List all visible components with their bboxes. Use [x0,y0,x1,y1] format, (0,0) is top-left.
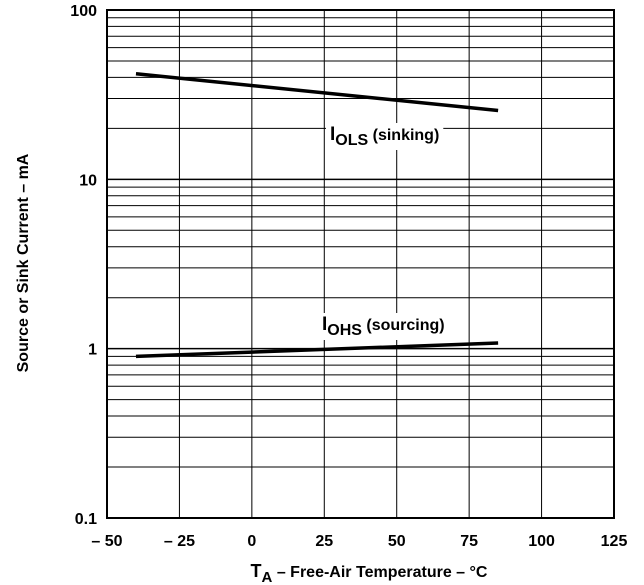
x-tick-label: – 50 [91,533,122,550]
y-axis-title: Source or Sink Current – mA [15,153,32,372]
x-tick-label: – 25 [164,533,195,550]
series-label-1: IOHS (sourcing) [322,314,445,339]
y-tick-label: 1 [88,342,97,359]
x-tick-label: 100 [528,533,555,550]
x-axis-title: TA – Free-Air Temperature – °C [251,561,488,585]
series-lines [135,72,499,359]
x-tick-label: 25 [315,533,333,550]
x-axis-title-main: T [251,561,262,581]
series-label-sub: OLS [335,132,368,149]
x-tick-label: 50 [388,533,406,550]
series-line-0 [135,72,499,113]
tick-labels: – 50 – 25 0 25 50 75 100 125 0.1 1 10 100 [70,3,627,550]
y-tick-label: 100 [70,3,97,20]
series-label-bg [318,313,449,340]
series-label-0: IOLS (sinking) [330,124,439,149]
x-axis-title-sub: A [262,569,273,585]
x-tick-label: 0 [247,533,256,550]
series-label-rest: (sinking) [368,127,439,144]
y-tick-label: 10 [79,172,97,189]
series-label-main: I [330,124,335,145]
plot-frame [106,9,615,519]
series-label-rest: (sourcing) [362,317,445,334]
grid [106,9,615,519]
x-axis-title-rest: – Free-Air Temperature – °C [272,564,488,581]
series-label-bg [326,123,444,150]
x-tick-label: 75 [460,533,478,550]
series-line-1 [135,341,499,359]
x-tick-label: 125 [601,533,628,550]
series-label-main: I [322,314,327,335]
y-tick-label: 0.1 [75,511,97,528]
series-label-sub: OHS [327,322,362,339]
series-labels: IOLS (sinking)IOHS (sourcing) [318,123,449,340]
